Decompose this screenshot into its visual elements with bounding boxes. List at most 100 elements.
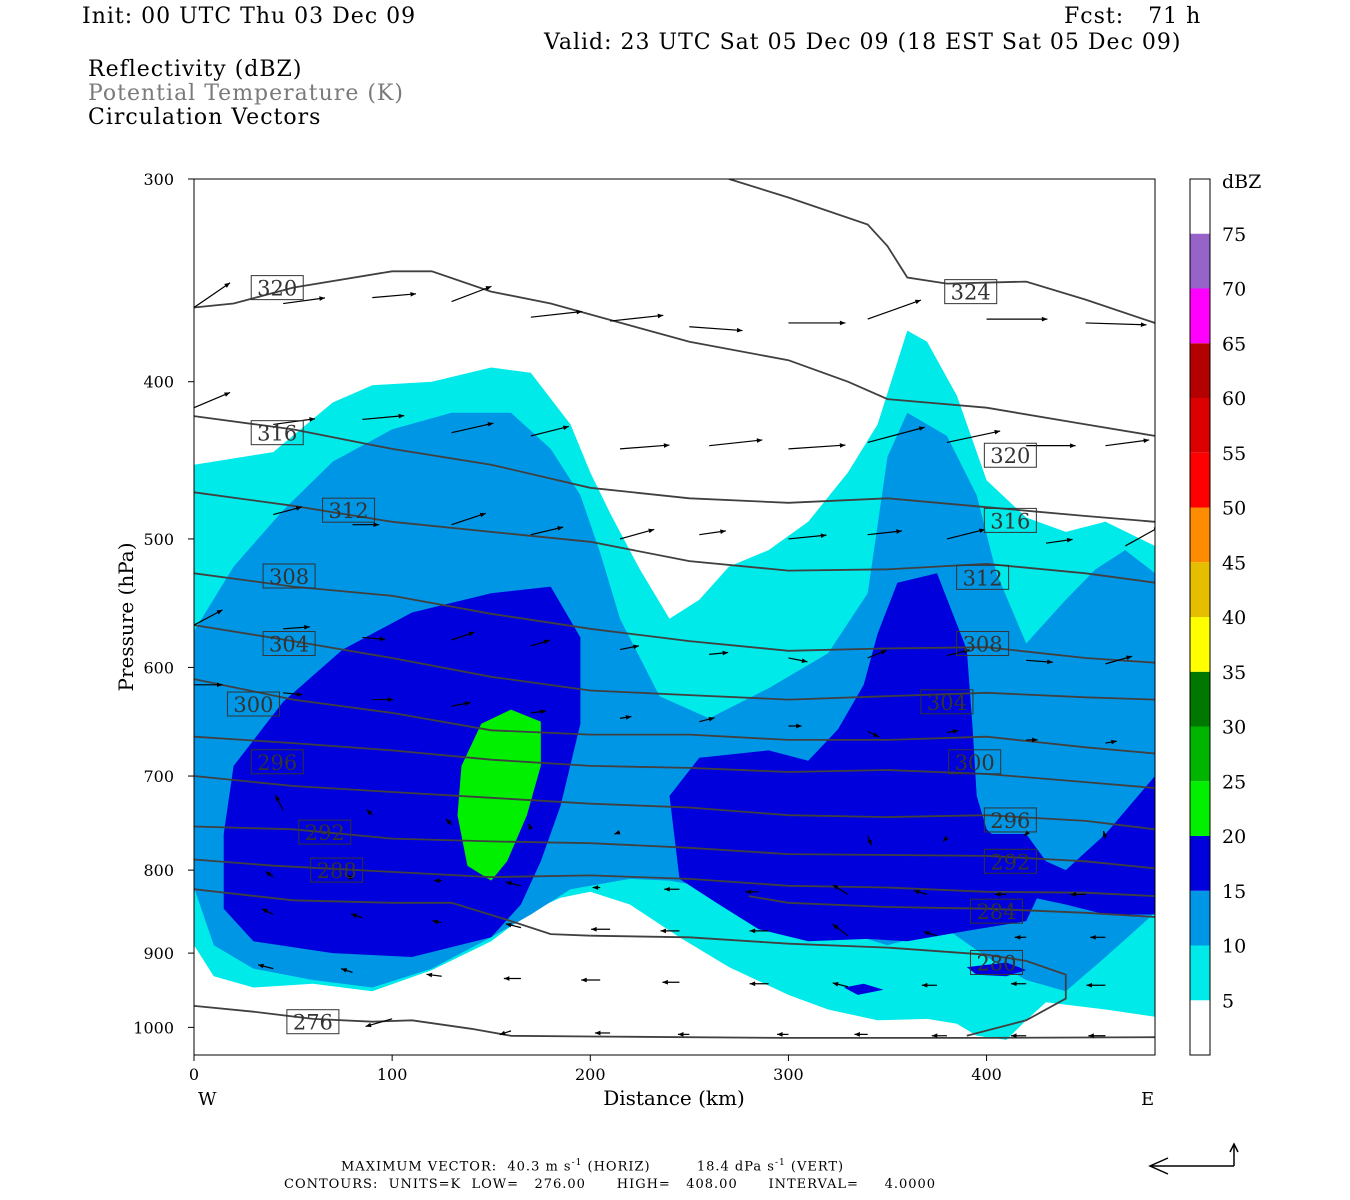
circulation-vector-105 [854,1032,868,1037]
circulation-vector-60 [445,818,453,826]
colorbar-label-55: 55 [1222,443,1246,465]
reflectivity-region-15dbz-3 [669,573,1046,942]
circulation-vector-102 [594,1030,611,1036]
circulation-vector-40 [709,650,729,656]
svg-text:312: 312 [329,499,369,523]
circulation-vector-41 [788,657,808,663]
circulation-vector-67 [265,870,274,878]
circulation-vector-34 [194,609,223,626]
svg-text:304: 304 [269,633,309,657]
contour-label-308-13: 308 [956,631,1010,657]
circulation-vector-69 [434,878,442,883]
circulation-vector-24 [352,522,380,528]
contour-label-324-20: 324 [944,279,998,305]
circulation-vector-32 [1045,537,1073,544]
svg-text:320: 320 [257,277,297,301]
contour-label-304-11: 304 [920,689,974,715]
circulation-vector-58 [275,794,284,811]
y-tick-700: 700 [143,767,174,786]
x-tick-300: 300 [773,1065,804,1084]
colorbar-swatch-15 [1190,836,1210,891]
circulation-vector-30 [867,529,902,536]
reflectivity-region-20dbz-7 [457,709,541,881]
colorbar-label-65: 65 [1222,333,1246,355]
colorbar-swatch-70 [1190,233,1210,289]
svg-text:284: 284 [976,900,1016,924]
circulation-vector-98 [1011,981,1027,987]
svg-text:288: 288 [317,859,357,883]
contour-label-308-12: 308 [262,563,316,589]
colorbar-label-10: 10 [1222,936,1246,958]
colorbar-label-75: 75 [1222,224,1246,246]
colorbar-swatch-65 [1190,288,1210,344]
theta-contour-316-11 [194,491,1155,584]
circulation-vector-47 [283,691,303,697]
circulation-vector-44 [1026,659,1053,665]
theta-contour-292-5 [194,825,1155,870]
contours-text: CONTOURS: UNITS=K LOW= 276.00 HIGH= 408.… [284,1177,937,1192]
circulation-vector-65 [1023,830,1030,837]
max-vector-label: MAXIMUM VECTOR: [341,1159,498,1175]
circulation-vector-29 [788,533,827,540]
circulation-vector-11 [194,391,231,409]
theta-contour-280-1 [590,934,1067,1037]
theta-contour-276-0 [194,1005,1155,1039]
svg-text:300: 300 [955,751,995,775]
circulation-vector-12 [273,417,316,426]
circulation-vector-101 [499,1030,512,1036]
circulation-vector-20 [946,429,1001,444]
circulation-vector-23 [273,506,302,516]
circulation-vector-22 [1105,438,1150,447]
colorbar-swatch-5 [1190,945,1210,1001]
colorbar-swatch-60 [1190,343,1210,398]
y-tick-500: 500 [143,530,174,549]
circulation-vector-83 [660,928,680,934]
circulation-vector-15 [530,425,569,437]
reflectivity-region-15dbz-6 [843,983,884,995]
svg-text:276: 276 [293,1011,333,1035]
colorbar-swatch-50 [1190,452,1210,508]
colorbar-label-60: 60 [1222,388,1246,410]
contour-label-316-16: 316 [250,420,304,446]
x-tick-200: 200 [575,1065,606,1084]
max-horizontal-vector: 40.3 m s [507,1159,572,1175]
contour-label-316-17: 316 [983,507,1037,533]
contour-label-280-1: 280 [969,949,1023,975]
svg-text:300: 300 [233,693,273,717]
max-horizontal-tag: (HORIZ) [582,1159,651,1175]
colorbar-swatch-0 [1190,1000,1210,1055]
circulation-vector-73 [745,889,759,895]
y-tick-1000: 1000 [133,1018,174,1037]
circulation-vector-45 [1105,655,1133,665]
contour-label-320-19: 320 [983,442,1037,468]
circulation-vector-31 [946,528,986,540]
contour-label-288-3: 288 [310,857,364,883]
circulation-vector-66 [1102,830,1108,839]
circulation-vector-13 [362,413,405,421]
svg-text:296: 296 [990,809,1030,833]
max-vector-text: MAXIMUM VECTOR: 40.3 m s-1 (HORIZ) 18.4 … [341,1158,844,1174]
circulation-vector-18 [788,443,846,450]
theta-contour-328-14 [728,179,1155,324]
circulation-vector-90 [340,968,353,973]
svg-text:296: 296 [257,751,297,775]
circulation-vector-96 [832,982,849,988]
reference-vector-icon [1148,1142,1239,1175]
circulation-vector-95 [749,981,769,987]
circulation-vector-56 [1026,737,1038,743]
theta-contour-320-12 [194,415,1155,523]
colorbar-swatch-35 [1190,617,1210,672]
theta-contour-296-6 [194,775,1155,831]
legend-vectors: Circulation Vectors [88,105,322,130]
svg-text:304: 304 [927,691,967,715]
circulation-vector-7 [788,320,846,326]
reflectivity-region-15dbz-4 [986,776,1155,915]
circulation-vector-49 [451,701,471,707]
circulation-vector-28 [699,529,726,536]
circulation-vector-0 [194,282,231,308]
contour-label-292-5: 292 [983,848,1037,874]
circulation-vector-86 [923,931,938,937]
circulation-vector-79 [350,913,363,919]
circulation-vector-43 [946,648,970,657]
